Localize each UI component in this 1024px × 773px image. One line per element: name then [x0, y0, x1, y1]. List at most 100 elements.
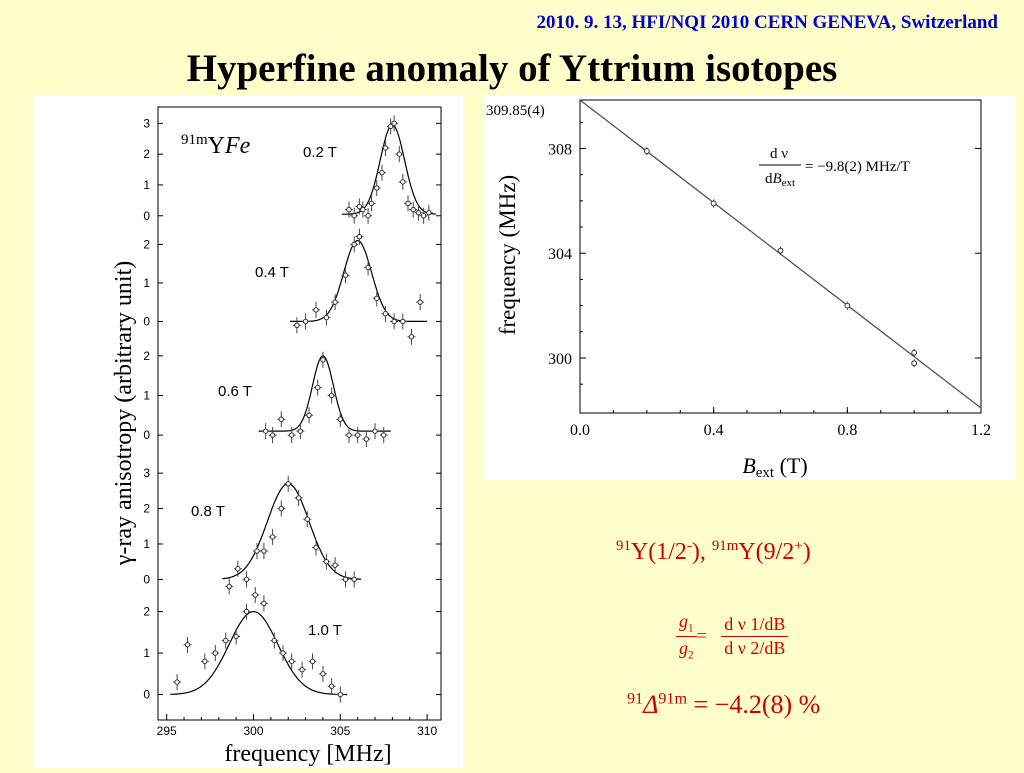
- data-point: [242, 603, 251, 620]
- x-tick-label: 1.2: [971, 422, 991, 439]
- y-tick-label: 3: [143, 466, 150, 480]
- x-tick-label: 310: [417, 724, 437, 738]
- data-point: [341, 267, 350, 284]
- data-point: [301, 313, 310, 330]
- data-point: [173, 674, 182, 691]
- data-point: [308, 653, 317, 670]
- g-factor-ratio: g1 g2 = d ν 1/dB d ν 2/dB: [676, 611, 789, 661]
- data-point: [336, 686, 345, 703]
- data-point: [318, 665, 327, 682]
- data-point: [296, 423, 305, 440]
- y-tick-label: 0: [143, 572, 150, 586]
- data-point: [327, 387, 336, 404]
- right-chart: 0.0 0.4 0.8 1.2 300 304 308 309.85(4) frequency …: [486, 99, 991, 481]
- slope-numerator: d ν: [770, 146, 788, 162]
- data-point: [183, 636, 192, 653]
- field-label: 0.6 T: [218, 383, 252, 400]
- data-point: [331, 557, 340, 574]
- fit-curve: [258, 355, 391, 432]
- intercept-label: 309.85(4): [486, 103, 545, 119]
- x-tick-label: 295: [157, 724, 177, 738]
- data-point: [303, 511, 312, 528]
- data-point: [643, 147, 650, 156]
- data-point: [305, 407, 314, 424]
- data-point: [322, 553, 331, 570]
- data-point: [221, 632, 230, 649]
- y-tick-label: 2: [143, 147, 150, 161]
- data-point: [419, 207, 428, 224]
- y-tick-label: 3: [143, 116, 150, 130]
- y-tick-label: 0: [143, 428, 150, 442]
- right-chart-panel: 0.0 0.4 0.8 1.2 300 304 308 309.85(4) frequency …: [483, 95, 1016, 481]
- y-tick-label: 2: [143, 605, 150, 619]
- y-tick-label: 2: [143, 502, 150, 516]
- data-point: [379, 427, 388, 444]
- y-axis-label: frequency (MHz): [495, 175, 520, 335]
- data-point: [225, 578, 234, 595]
- data-point: [350, 207, 359, 224]
- data-point: [390, 115, 399, 132]
- field-label: 0.4 T: [255, 264, 289, 281]
- data-point: [350, 571, 359, 588]
- x-axis-label: frequency [MHz]: [224, 741, 391, 767]
- data-point: [294, 489, 303, 506]
- slope-denominator: dBext: [765, 171, 795, 189]
- data-point: [341, 571, 350, 588]
- data-point: [350, 236, 359, 253]
- data-point: [381, 139, 390, 156]
- data-point: [358, 201, 367, 218]
- y-tick-label: 1: [143, 388, 150, 402]
- y-tick-label: 300: [548, 351, 572, 368]
- y-tick-label: 304: [548, 246, 572, 263]
- hyperfine-anomaly-value: 91Δ91m = −4.2(8) %: [627, 690, 821, 719]
- field-label: 1.0 T: [308, 622, 342, 639]
- plot-frame: [157, 106, 442, 721]
- data-point: [424, 204, 433, 221]
- x-axis-label: Bext (T): [742, 453, 807, 480]
- data-point: [911, 348, 918, 357]
- x-tick-label: 0.0: [570, 422, 590, 439]
- data-point: [409, 201, 418, 218]
- x-tick-label: 300: [243, 724, 263, 738]
- data-point: [381, 305, 390, 322]
- data-point: [322, 309, 331, 326]
- data-point: [398, 313, 407, 330]
- fit-curve: [290, 240, 428, 322]
- data-point: [318, 351, 327, 368]
- data-point: [287, 653, 296, 670]
- data-point: [377, 164, 386, 181]
- fit-curve: [170, 611, 348, 696]
- page-title: Hyperfine anomaly of Yttrium isotopes: [186, 47, 838, 90]
- data-point: [277, 500, 286, 517]
- data-point: [372, 290, 381, 307]
- data-point: [232, 628, 241, 645]
- data-point: [364, 259, 373, 276]
- data-point: [364, 207, 373, 224]
- fit-curve: [222, 483, 362, 580]
- data-point: [284, 475, 293, 492]
- x-tick-label: 0.8: [837, 422, 857, 439]
- data-point: [292, 317, 301, 334]
- data-point: [414, 204, 423, 221]
- data-point: [372, 180, 381, 197]
- data-point: [277, 411, 286, 428]
- isotope-spins: 91Y(1/2-), 91mY(9/2+): [616, 538, 811, 565]
- data-point: [327, 678, 336, 695]
- data-point: [386, 118, 395, 135]
- data-point: [911, 359, 918, 368]
- fit-curve: [342, 124, 436, 215]
- data-point: [287, 427, 296, 444]
- y-tick-label: 0: [143, 688, 150, 702]
- y-tick-label: 0: [143, 314, 150, 328]
- y-tick-label: 0: [143, 209, 150, 223]
- g-ratio-fraction: g1 g2: [676, 611, 697, 661]
- y-tick-label: 1: [143, 537, 150, 551]
- conference-label: 2010. 9. 13, HFI/NQI 2010 CERN GENEVA, S…: [536, 12, 998, 33]
- slope-value: = −9.8(2) MHz/T: [805, 159, 910, 175]
- data-point: [270, 632, 279, 649]
- data-point: [404, 195, 413, 212]
- data-point: [242, 571, 251, 588]
- y-tick-label: 2: [143, 349, 150, 363]
- data-point: [251, 587, 260, 603]
- data-point: [211, 645, 220, 662]
